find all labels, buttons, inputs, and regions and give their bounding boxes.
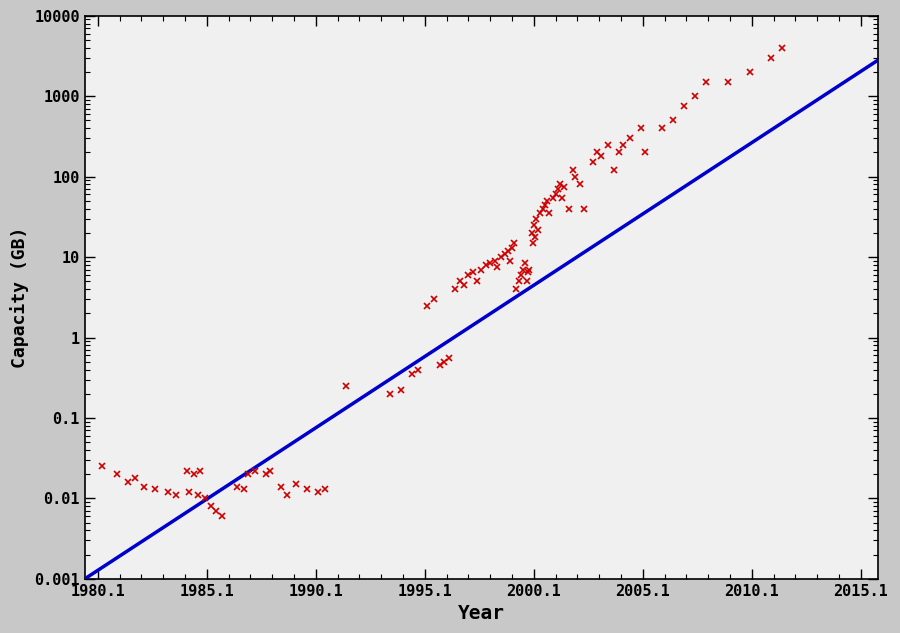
X-axis label: Year: Year — [458, 605, 505, 624]
Y-axis label: Capacity (GB): Capacity (GB) — [10, 227, 29, 368]
